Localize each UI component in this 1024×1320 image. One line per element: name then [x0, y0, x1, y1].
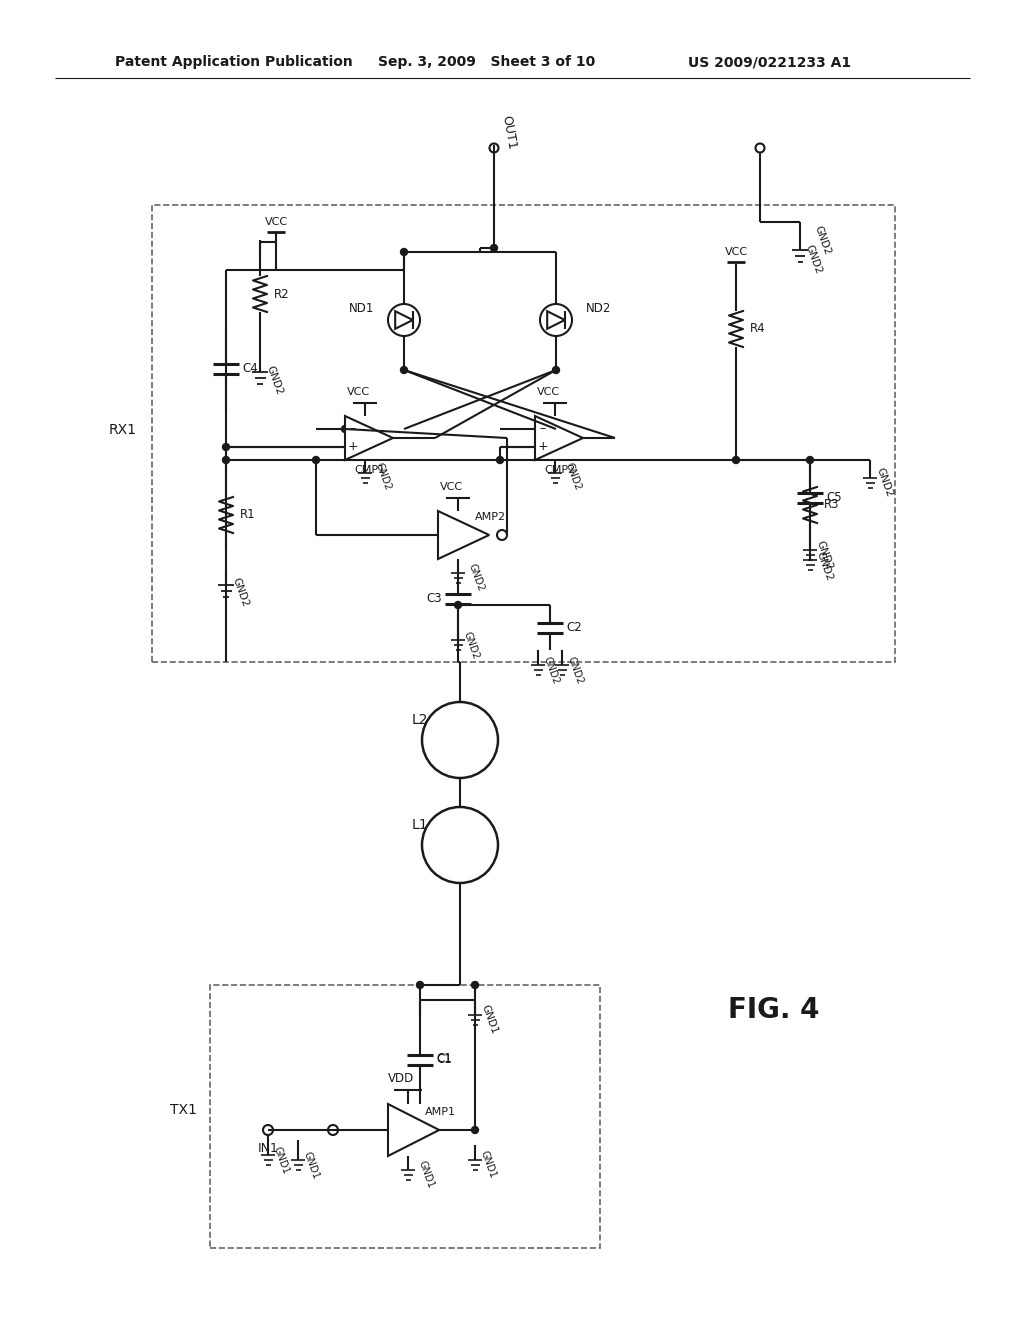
- Text: VCC: VCC: [347, 387, 370, 397]
- Text: VCC: VCC: [537, 387, 560, 397]
- Polygon shape: [388, 1104, 439, 1156]
- Polygon shape: [345, 416, 393, 459]
- Text: C4: C4: [242, 363, 258, 375]
- Circle shape: [388, 304, 420, 337]
- Text: –: –: [350, 422, 356, 436]
- Bar: [152, 205, 895, 663]
- Text: L1: L1: [412, 818, 429, 832]
- Text: GND2: GND2: [542, 655, 561, 685]
- Circle shape: [471, 982, 478, 989]
- Text: GND2: GND2: [812, 224, 831, 256]
- Text: C3: C3: [426, 593, 442, 606]
- Text: R2: R2: [274, 288, 290, 301]
- Text: +: +: [538, 441, 548, 454]
- Text: OUT1: OUT1: [499, 114, 518, 150]
- Circle shape: [312, 457, 319, 463]
- Circle shape: [422, 807, 498, 883]
- Text: FIG. 4: FIG. 4: [728, 997, 819, 1024]
- Text: CMP2: CMP2: [545, 465, 575, 475]
- Bar: [210, 985, 600, 1247]
- Circle shape: [455, 602, 462, 609]
- Text: GND2: GND2: [874, 466, 894, 498]
- Circle shape: [490, 244, 498, 252]
- Text: GND1: GND1: [302, 1150, 322, 1180]
- Text: C2: C2: [566, 620, 582, 634]
- Text: C1: C1: [436, 1053, 452, 1067]
- Polygon shape: [535, 416, 583, 459]
- Circle shape: [222, 457, 229, 463]
- Polygon shape: [395, 312, 413, 329]
- Circle shape: [497, 457, 504, 463]
- Text: Patent Application Publication: Patent Application Publication: [115, 55, 352, 69]
- Text: AMP2: AMP2: [475, 512, 506, 521]
- Text: GND2: GND2: [814, 539, 834, 572]
- Text: VDD: VDD: [388, 1072, 415, 1085]
- Circle shape: [263, 1125, 273, 1135]
- Text: VCC: VCC: [440, 482, 463, 492]
- Circle shape: [400, 367, 408, 374]
- Text: Sep. 3, 2009   Sheet 3 of 10: Sep. 3, 2009 Sheet 3 of 10: [378, 55, 595, 69]
- Text: GND1: GND1: [479, 1148, 499, 1179]
- Text: C1: C1: [436, 1052, 452, 1065]
- Text: ND1: ND1: [348, 301, 374, 314]
- Text: GND2: GND2: [814, 550, 834, 582]
- Text: GND2: GND2: [462, 630, 481, 660]
- Text: R3: R3: [824, 499, 840, 511]
- Circle shape: [807, 457, 813, 463]
- Text: VCC: VCC: [724, 247, 748, 257]
- Circle shape: [732, 457, 739, 463]
- Polygon shape: [547, 312, 565, 329]
- Text: GND2: GND2: [564, 461, 584, 491]
- Circle shape: [471, 1126, 478, 1134]
- Circle shape: [540, 304, 572, 337]
- Text: GND2: GND2: [467, 562, 486, 593]
- Text: GND2: GND2: [566, 655, 586, 685]
- Text: C5: C5: [826, 491, 842, 504]
- Text: L2: L2: [412, 713, 428, 727]
- Text: GND1: GND1: [272, 1144, 291, 1175]
- Text: GND2: GND2: [264, 364, 284, 396]
- Circle shape: [422, 702, 498, 777]
- Text: ND2: ND2: [586, 301, 611, 314]
- Circle shape: [489, 144, 499, 153]
- Circle shape: [328, 1125, 338, 1135]
- Circle shape: [756, 144, 765, 153]
- Text: TX1: TX1: [170, 1104, 197, 1117]
- Text: GND2: GND2: [803, 243, 823, 275]
- Circle shape: [497, 531, 507, 540]
- Text: R1: R1: [240, 508, 256, 521]
- Text: CMP1: CMP1: [354, 465, 386, 475]
- Circle shape: [553, 367, 559, 374]
- Text: R4: R4: [750, 322, 766, 335]
- Text: GND2: GND2: [230, 576, 250, 609]
- Text: US 2009/0221233 A1: US 2009/0221233 A1: [688, 55, 851, 69]
- Text: GND1: GND1: [479, 1003, 499, 1035]
- Circle shape: [222, 444, 229, 450]
- Text: AMP1: AMP1: [425, 1107, 456, 1117]
- Text: IN1: IN1: [258, 1142, 279, 1155]
- Polygon shape: [438, 511, 489, 558]
- Circle shape: [341, 425, 348, 433]
- Circle shape: [400, 248, 408, 256]
- Text: GND1: GND1: [417, 1159, 436, 1189]
- Text: GND2: GND2: [374, 461, 393, 491]
- Text: RX1: RX1: [109, 422, 137, 437]
- Text: +: +: [348, 441, 358, 454]
- Text: –: –: [540, 422, 546, 436]
- Text: VCC: VCC: [264, 216, 288, 227]
- Circle shape: [417, 982, 424, 989]
